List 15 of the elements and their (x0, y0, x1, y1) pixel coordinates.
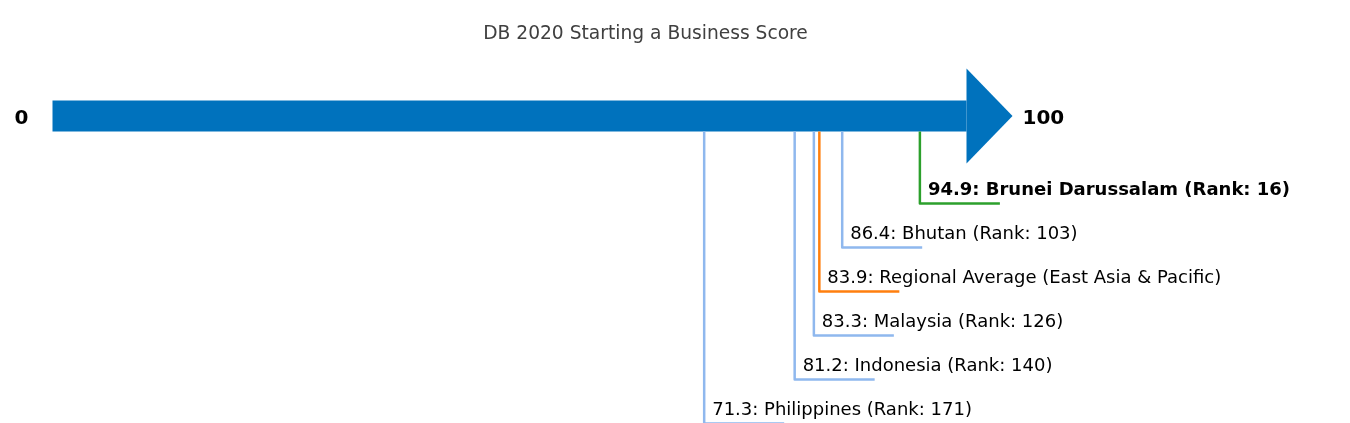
text: 100 (1022, 104, 1065, 129)
data-label: 86.4 (850, 222, 891, 243)
category-label: : Bhutan (Rank: 103) (890, 222, 1078, 243)
data-label: 83.3 (821, 310, 862, 331)
category-label: : Philippines (Rank: 171) (752, 398, 972, 419)
data-label: 81.2 (802, 354, 843, 375)
category-label: : Regional Average (East Asia & Pacific) (867, 266, 1222, 287)
category-label: : Brunei Darussalam (Rank: 16) (972, 178, 1291, 199)
data-label: 83.9 (827, 266, 868, 287)
category-label: : Malaysia (Rank: 126) (861, 310, 1064, 331)
text: DB 2020 Starting a Business Score (483, 22, 808, 43)
data-label: 71.3 (712, 398, 753, 419)
category-label: : Indonesia (Rank: 140) (842, 354, 1053, 375)
data-label: 94.9 (927, 178, 973, 199)
text: 0 (14, 104, 29, 129)
